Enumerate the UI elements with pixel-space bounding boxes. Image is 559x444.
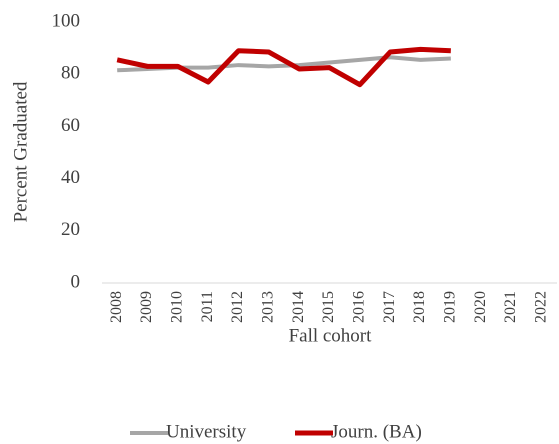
y-tick-label: 80: [61, 63, 80, 84]
x-axis-title: Fall cohort: [289, 325, 373, 346]
x-tick-label: 2019: [442, 291, 459, 323]
x-tick-label: 2013: [260, 291, 277, 323]
x-tick-label: 2016: [351, 291, 368, 323]
y-tick-label: 40: [61, 167, 80, 188]
y-axis-title: Percent Graduated: [10, 81, 31, 222]
x-tick-label: 2011: [199, 291, 216, 322]
x-tick-label: 2010: [169, 291, 186, 323]
x-tick-label: 2008: [108, 291, 125, 323]
x-tick-label: 2012: [229, 291, 246, 323]
y-tick-label: 100: [52, 10, 81, 31]
x-tick-label: 2009: [138, 291, 155, 323]
x-tick-label: 2022: [533, 291, 550, 323]
x-tick-label: 2017: [381, 291, 398, 323]
y-tick-label: 20: [61, 219, 80, 240]
legend-label: University: [166, 421, 247, 442]
x-tick-label: 2018: [411, 291, 428, 323]
x-tick-label: 2014: [290, 291, 307, 323]
y-tick-label: 0: [71, 271, 81, 292]
series-line: [116, 46, 451, 88]
x-tick-label: 2015: [320, 291, 337, 323]
x-tick-label: 2020: [472, 291, 489, 323]
y-tick-label: 60: [61, 115, 80, 136]
x-tick-label: 2021: [502, 291, 519, 323]
legend-label: Journ. (BA): [331, 421, 422, 442]
